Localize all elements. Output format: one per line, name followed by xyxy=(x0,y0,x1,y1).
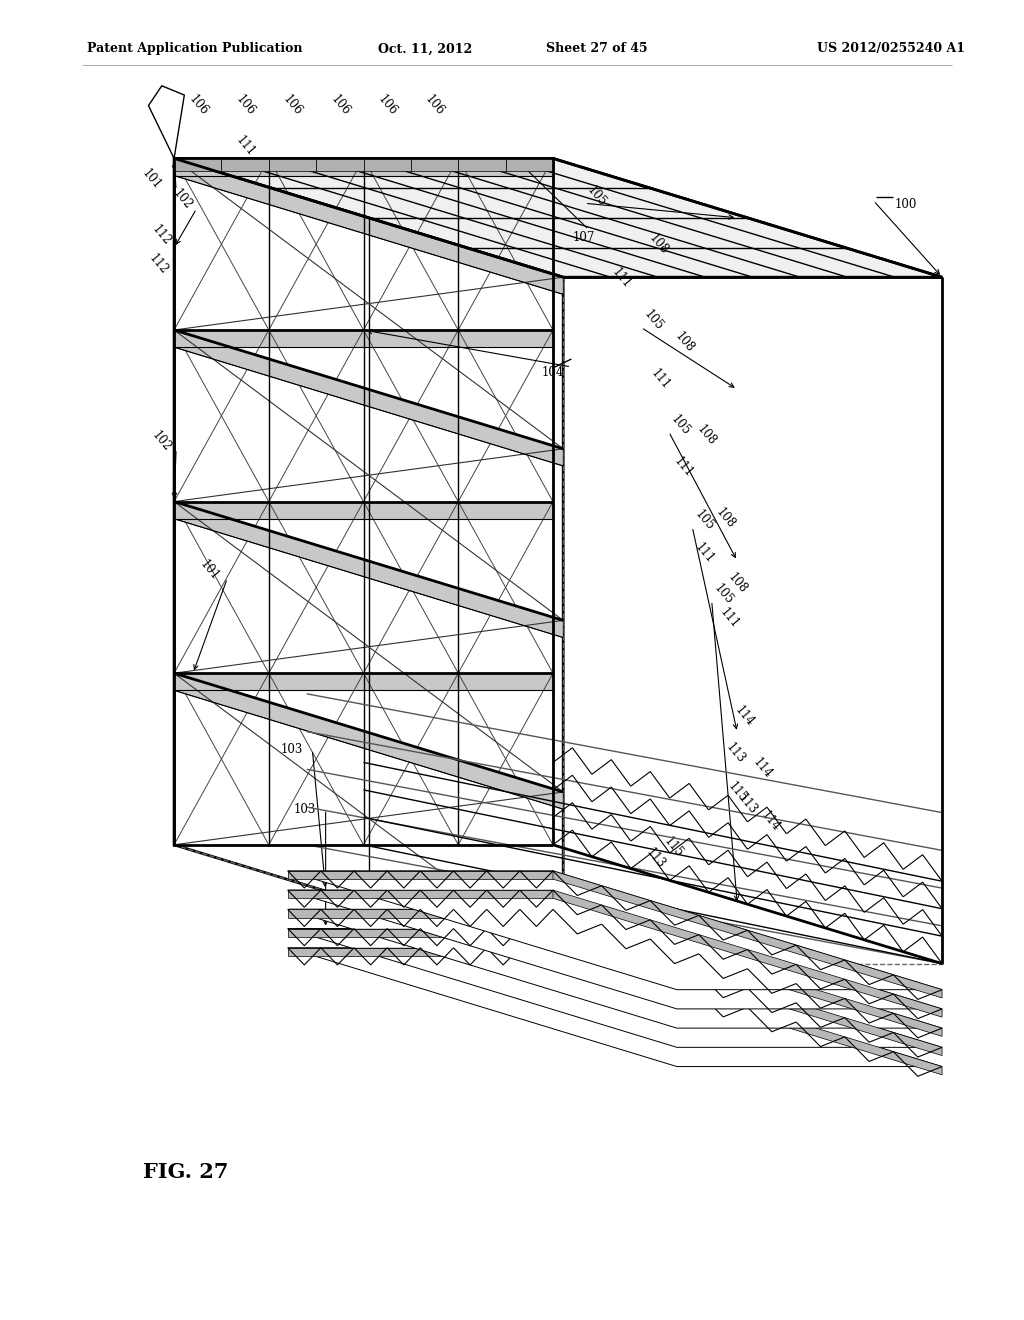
Text: FIG. 27: FIG. 27 xyxy=(143,1162,228,1183)
Polygon shape xyxy=(174,673,553,690)
Text: 105: 105 xyxy=(712,581,736,607)
Polygon shape xyxy=(174,330,553,347)
Text: 105: 105 xyxy=(585,183,609,210)
Text: US 2012/0255240 A1: US 2012/0255240 A1 xyxy=(817,42,965,55)
Text: 111: 111 xyxy=(671,454,695,480)
Text: 114: 114 xyxy=(758,808,782,834)
Text: 106: 106 xyxy=(423,92,447,119)
Polygon shape xyxy=(174,502,563,638)
Text: Patent Application Publication: Patent Application Publication xyxy=(87,42,302,55)
Text: Oct. 11, 2012: Oct. 11, 2012 xyxy=(378,42,472,55)
Text: 115: 115 xyxy=(662,834,686,861)
Text: 108: 108 xyxy=(646,231,671,257)
Text: 101: 101 xyxy=(198,557,222,583)
Text: 113: 113 xyxy=(643,845,668,871)
Text: 108: 108 xyxy=(725,570,750,597)
Text: 104: 104 xyxy=(542,366,564,379)
Polygon shape xyxy=(288,871,942,990)
Polygon shape xyxy=(174,158,563,964)
Polygon shape xyxy=(221,158,268,170)
Text: 100: 100 xyxy=(895,198,918,211)
Polygon shape xyxy=(174,673,563,809)
Polygon shape xyxy=(364,158,411,170)
Text: 113: 113 xyxy=(735,791,760,817)
Polygon shape xyxy=(553,909,942,1036)
Polygon shape xyxy=(288,909,942,1028)
Text: 106: 106 xyxy=(328,92,352,119)
Text: 111: 111 xyxy=(648,366,673,392)
Polygon shape xyxy=(288,948,553,956)
Text: 115: 115 xyxy=(725,779,750,805)
Polygon shape xyxy=(174,158,221,170)
Polygon shape xyxy=(288,948,942,1067)
Text: 112: 112 xyxy=(150,222,174,248)
Text: 108: 108 xyxy=(694,422,719,449)
Polygon shape xyxy=(174,158,942,277)
Text: 102: 102 xyxy=(170,186,195,213)
Polygon shape xyxy=(553,928,942,1056)
Polygon shape xyxy=(316,158,364,170)
Text: 106: 106 xyxy=(376,92,399,119)
Polygon shape xyxy=(288,928,553,937)
Polygon shape xyxy=(174,158,553,845)
Polygon shape xyxy=(553,890,942,1018)
Polygon shape xyxy=(411,158,459,170)
Text: 111: 111 xyxy=(692,540,717,566)
Text: 105: 105 xyxy=(641,308,666,334)
Polygon shape xyxy=(553,871,942,998)
Text: 106: 106 xyxy=(233,92,258,119)
Polygon shape xyxy=(288,909,553,917)
Text: 103: 103 xyxy=(281,743,303,756)
Polygon shape xyxy=(459,158,506,170)
Text: 105: 105 xyxy=(669,412,693,438)
Polygon shape xyxy=(506,158,553,170)
Polygon shape xyxy=(553,948,942,1074)
Text: 106: 106 xyxy=(281,92,305,119)
Text: 106: 106 xyxy=(186,92,210,119)
Polygon shape xyxy=(174,158,553,176)
Text: 103: 103 xyxy=(294,803,316,816)
Polygon shape xyxy=(174,158,563,294)
Text: 102: 102 xyxy=(150,428,174,454)
Text: 108: 108 xyxy=(713,506,737,532)
Text: Sheet 27 of 45: Sheet 27 of 45 xyxy=(546,42,648,55)
Text: 107: 107 xyxy=(572,231,595,244)
Polygon shape xyxy=(288,890,942,1008)
Polygon shape xyxy=(174,502,553,519)
Polygon shape xyxy=(288,890,553,899)
Text: 111: 111 xyxy=(609,265,634,292)
Polygon shape xyxy=(174,330,563,466)
Text: 101: 101 xyxy=(139,166,164,193)
Text: 111: 111 xyxy=(717,605,741,631)
Polygon shape xyxy=(288,928,942,1047)
Polygon shape xyxy=(288,871,553,879)
Text: 114: 114 xyxy=(751,755,775,781)
Text: 105: 105 xyxy=(692,507,717,533)
Text: 113: 113 xyxy=(723,741,748,767)
Text: 112: 112 xyxy=(146,251,171,277)
Text: 111: 111 xyxy=(233,133,258,160)
Text: 108: 108 xyxy=(672,329,696,355)
Polygon shape xyxy=(268,158,316,170)
Text: 114: 114 xyxy=(732,704,757,730)
